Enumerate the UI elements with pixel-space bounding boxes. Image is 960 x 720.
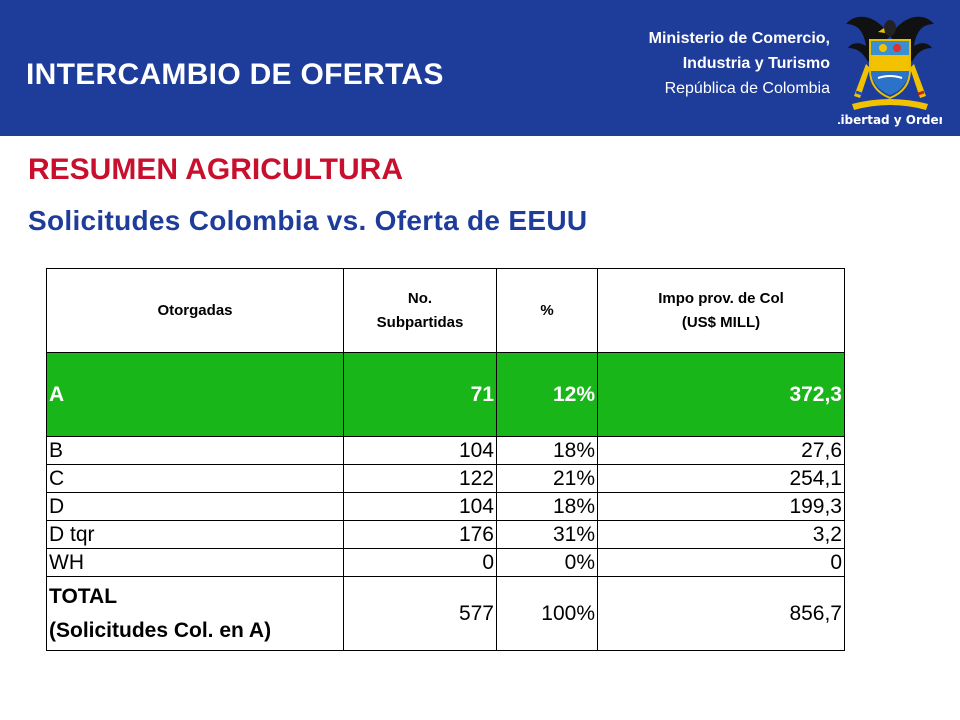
section-title: RESUMEN AGRICULTURA (28, 153, 403, 186)
ministry-line-3: República de Colombia (664, 80, 830, 97)
ministry-line-1: Ministerio de Comercio, (648, 30, 830, 47)
table-row-highlight: A 71 12% 372,3 (46, 352, 845, 437)
total-label-line-1: TOTAL (49, 584, 118, 608)
table-row: C 122 21% 254,1 (46, 464, 845, 493)
row-value: 199,3 (597, 492, 845, 521)
row-value: 254,1 (597, 464, 845, 493)
section-subtitle: Solicitudes Colombia vs. Oferta de EEUU (28, 205, 588, 236)
row-count: 104 (343, 492, 497, 521)
ministry-line-2: Industria y Turismo (682, 55, 830, 72)
header-impo: Impo prov. de Col (US$ MILL) (597, 268, 845, 353)
row-percent: 18% (496, 492, 598, 521)
ministry-name: Ministerio de Comercio, Industria y Turi… (649, 26, 830, 101)
row-percent: 18% (496, 436, 598, 465)
header-subpartidas-line-2: Subpartidas (376, 313, 464, 331)
row-label: C (46, 464, 344, 493)
row-count: 176 (343, 520, 497, 549)
svg-text:Libertad y Orden: Libertad y Orden (838, 113, 942, 127)
row-count: 0 (343, 548, 497, 577)
row-count: 71 (343, 352, 497, 437)
row-label: D (46, 492, 344, 521)
page-title: INTERCAMBIO DE OFERTAS (26, 58, 444, 91)
table-header-row: Otorgadas No. Subpartidas % Impo prov. d… (46, 268, 845, 353)
header-impo-line-1: Impo prov. de Col (658, 289, 784, 307)
summary-table: Otorgadas No. Subpartidas % Impo prov. d… (46, 268, 845, 651)
colombia-coat-of-arms-icon: Libertad y Orden (838, 16, 942, 127)
row-label: A (46, 352, 344, 437)
row-count: 122 (343, 464, 497, 493)
row-percent: 0% (496, 548, 598, 577)
total-label-line-2: (Solicitudes Col. en A) (49, 618, 272, 642)
row-value: 372,3 (597, 352, 845, 437)
header-percent: % (496, 268, 598, 353)
row-percent: 21% (496, 464, 598, 493)
row-label: D tqr (46, 520, 344, 549)
total-value: 856,7 (597, 576, 845, 651)
row-label: B (46, 436, 344, 465)
row-label: WH (46, 548, 344, 577)
header-otorgadas: Otorgadas (46, 268, 344, 353)
row-value: 3,2 (597, 520, 845, 549)
table-row: D 104 18% 199,3 (46, 492, 845, 521)
header-banner: INTERCAMBIO DE OFERTAS Ministerio de Com… (0, 0, 960, 136)
row-count: 104 (343, 436, 497, 465)
table-total-row: TOTAL (Solicitudes Col. en A) 577 100% 8… (46, 576, 845, 651)
row-value: 27,6 (597, 436, 845, 465)
row-percent: 12% (496, 352, 598, 437)
total-label: TOTAL (Solicitudes Col. en A) (46, 576, 344, 651)
header-subpartidas-line-1: No. (407, 289, 433, 307)
header-impo-line-2: (US$ MILL) (681, 313, 761, 331)
header-subpartidas: No. Subpartidas (343, 268, 497, 353)
table-row: B 104 18% 27,6 (46, 436, 845, 465)
table-row: D tqr 176 31% 3,2 (46, 520, 845, 549)
total-percent: 100% (496, 576, 598, 651)
row-value: 0 (597, 548, 845, 577)
table-row: WH 0 0% 0 (46, 548, 845, 577)
total-count: 577 (343, 576, 497, 651)
row-percent: 31% (496, 520, 598, 549)
